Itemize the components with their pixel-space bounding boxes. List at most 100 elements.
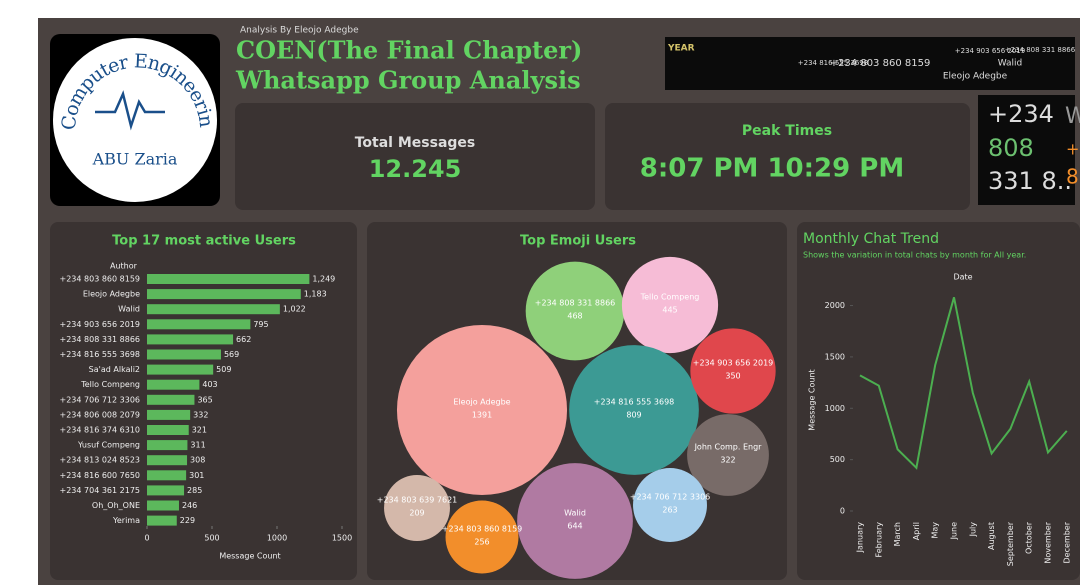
bubble-label: +234 803 639 7621: [377, 496, 458, 505]
cloud-word: +: [1066, 140, 1079, 159]
data-label: 468: [567, 312, 582, 321]
data-label: 795: [253, 320, 268, 329]
y-tick-label: +234 803 860 8159: [60, 275, 141, 284]
y-tick-label: 500: [830, 455, 845, 464]
bar: [147, 364, 214, 375]
byline: Analysis By Eleojo Adegbe: [240, 26, 359, 36]
chart-subtitle: Shows the variation in total chats by mo…: [803, 251, 1026, 260]
cloud-word: 331 8..: [988, 167, 1072, 195]
y-tick-label: Yusuf Compeng: [77, 441, 140, 450]
x-tick-label: 1500: [332, 534, 352, 543]
data-label: 509: [216, 365, 231, 374]
data-label: 209: [409, 509, 424, 518]
filter-box: [665, 37, 1075, 90]
data-label: 246: [182, 501, 197, 510]
bubble: [396, 324, 568, 496]
bar: [147, 409, 191, 420]
bar: [147, 515, 177, 526]
bar: [147, 455, 188, 466]
x-tick-label: 0: [144, 534, 149, 543]
cloud-box: [978, 95, 1075, 205]
bar: [147, 485, 185, 496]
data-label: 445: [662, 306, 677, 315]
y-tick-label: +234 706 712 3306: [60, 395, 141, 404]
y-tick-label: Sa'ad Alkali2: [89, 365, 140, 374]
y-tick-label: +234 806 008 2079: [60, 410, 141, 419]
data-label: 321: [192, 426, 207, 435]
bubble-label: John Comp. Engr: [694, 443, 763, 452]
x-tick-label: August: [987, 522, 996, 550]
bar: [147, 349, 221, 360]
logo-icon: [95, 90, 165, 131]
bubble: [569, 345, 699, 475]
data-label: 1,249: [312, 275, 335, 284]
y-tick-label: +234 816 374 6310: [60, 426, 141, 435]
bubble: [517, 463, 633, 579]
logo: [53, 38, 217, 202]
x-tick-label: February: [874, 522, 883, 558]
cloud-word: +234 808 331 8866: [1005, 46, 1076, 54]
bubble-label: +234 816 555 3698: [594, 398, 675, 407]
x-tick-label: 500: [204, 534, 219, 543]
bar: [147, 289, 301, 300]
cloud-word: Eleojo Adegbe: [943, 72, 1008, 82]
title: Whatsapp Group Analysis: [235, 66, 581, 95]
bubble: [687, 414, 769, 496]
y-tick-label: +234 816 600 7650: [60, 471, 141, 480]
bar: [147, 425, 189, 435]
x-tick-label: January: [856, 522, 865, 554]
y-tick-label: Tello Compeng: [80, 380, 140, 389]
x-tick-label: November: [1044, 521, 1053, 563]
y-tick-label: Eleojo Adegbe: [83, 290, 140, 299]
kpi-card: [605, 103, 970, 210]
kpi-label: Total Messages: [355, 135, 476, 151]
data-label: 308: [190, 456, 205, 465]
cloud-word: 808: [988, 134, 1034, 162]
y-tick-label: +234 816 555 3698: [60, 350, 141, 359]
bar: [147, 334, 234, 345]
data-label: 332: [193, 410, 208, 419]
x-tick-label: July: [968, 522, 977, 538]
data-label: 569: [224, 350, 239, 359]
cloud-word: +234: [988, 100, 1054, 128]
data-label: 365: [197, 395, 212, 404]
cloud-word: W: [1065, 104, 1080, 129]
axis-label: Author: [110, 262, 138, 271]
data-label: 403: [202, 380, 217, 389]
bubble-label: Tello Compeng: [640, 293, 700, 302]
kpi-value: 12.245: [369, 155, 462, 183]
bar: [147, 470, 187, 481]
data-label: 311: [190, 441, 205, 450]
cloud-word: 8: [1066, 165, 1079, 189]
cloud-word: +234 903 656 2019: [955, 47, 1025, 55]
x-tick-label: December: [1062, 521, 1071, 563]
bubble-label: +234 903 656 2019: [693, 359, 774, 368]
bubble-label: Eleojo Adegbe: [453, 398, 510, 407]
data-label: 1,183: [304, 290, 327, 299]
y-tick-label: +234 704 361 2175: [60, 486, 141, 495]
kpi-card: [235, 103, 595, 210]
kpi-value: 8:07 PM 10:29 PM: [640, 154, 904, 184]
x-tick-label: March: [893, 522, 902, 546]
bubble: [690, 328, 776, 414]
axis-label: Message Count: [219, 552, 280, 561]
y-tick-label: +234 903 656 2019: [60, 320, 141, 329]
data-label: 322: [720, 456, 735, 465]
data-label: 644: [567, 522, 582, 531]
bar: [147, 379, 200, 390]
cloud-word: +234 816 555 3698: [798, 59, 868, 67]
x-tick-label: 1000: [267, 534, 287, 543]
bubble-label: Walid: [564, 509, 586, 518]
y-tick-label: 1000: [825, 404, 845, 413]
bar: [147, 304, 280, 315]
logo-text: ABU Zaria: [92, 150, 178, 169]
bar: [147, 274, 310, 284]
bubble-label: +234 808 331 8866: [535, 299, 616, 308]
bubble: [621, 256, 719, 354]
data-label: 263: [662, 506, 677, 515]
x-tick-label: October: [1025, 521, 1034, 554]
y-tick-label: Yerima: [112, 516, 140, 525]
data-label: 285: [187, 486, 202, 495]
bubble-label: +234 706 712 3306: [630, 493, 711, 502]
